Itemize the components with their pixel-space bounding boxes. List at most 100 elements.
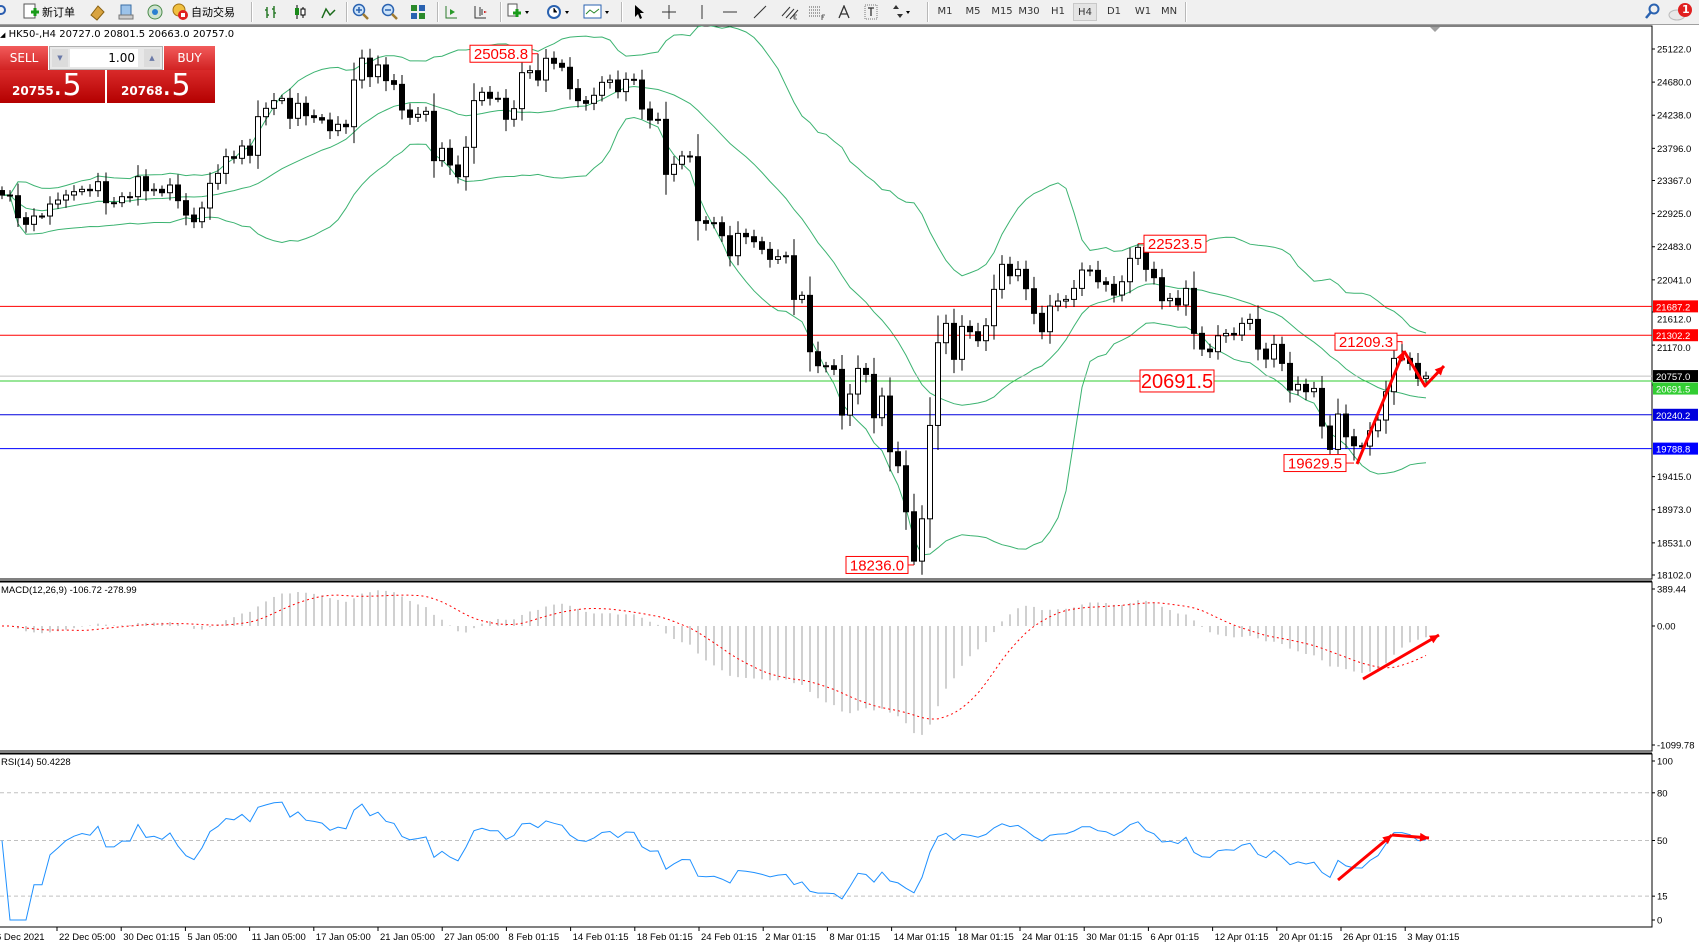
sell-button[interactable]: SELL — [0, 46, 48, 70]
candle-body — [535, 70, 541, 81]
new-order-button[interactable]: 新订单 — [22, 3, 75, 21]
candle-body — [415, 113, 421, 118]
candle — [1047, 294, 1053, 344]
toolbar: 新订单 自动交易 M1 M5 M15 M30 H1 H4 D1 W1 MN 1 — [0, 0, 1699, 25]
indicators-dropdown[interactable] — [506, 3, 530, 21]
candle-body — [663, 118, 669, 175]
cursor-icon[interactable] — [632, 3, 646, 21]
buy-button[interactable]: BUY — [164, 46, 215, 70]
lot-size-input[interactable] — [70, 49, 138, 67]
timeframe-m1[interactable]: M1 — [937, 6, 953, 17]
candlestick-icon[interactable] — [292, 3, 308, 21]
candle-body — [583, 100, 589, 104]
time-axis-label: 18 Feb 01:15 — [637, 932, 693, 943]
candle — [711, 216, 717, 229]
candle-body — [799, 294, 805, 300]
search-icon[interactable] — [0, 3, 8, 21]
autoscroll-icon[interactable] — [443, 3, 459, 21]
price-axis-label: 22925.0 — [1657, 209, 1691, 220]
candle-body — [135, 176, 141, 198]
candle — [519, 60, 525, 121]
candle-body — [511, 108, 517, 120]
time-axis-label: 11 Jan 05:00 — [252, 932, 306, 943]
candle — [695, 134, 701, 241]
candle-body — [727, 235, 733, 257]
price-line-label: 21302.2 — [1656, 331, 1690, 342]
candle — [1351, 428, 1357, 461]
candle — [439, 142, 445, 167]
market-watch-icon[interactable] — [88, 3, 106, 21]
auto-trading-label: 自动交易 — [191, 6, 235, 19]
candle — [295, 92, 301, 126]
timeframe-m15[interactable]: M15 — [991, 6, 1013, 17]
chart-shift-icon[interactable] — [472, 3, 488, 21]
timeframe-h1[interactable]: H1 — [1051, 6, 1065, 17]
candle-body — [871, 373, 877, 419]
rsi-flat-arrow — [1391, 832, 1430, 842]
crosshair-icon[interactable] — [661, 3, 677, 21]
candle — [455, 155, 461, 184]
sell-price-box[interactable]: 20755 .5 — [0, 70, 105, 103]
candle — [663, 101, 669, 195]
zoom-out-icon[interactable] — [381, 3, 399, 21]
candle — [23, 212, 29, 233]
annotation-text: 22523.5 — [1148, 236, 1202, 253]
vertical-line-icon[interactable] — [694, 3, 710, 21]
candle — [543, 48, 549, 93]
candle-body — [983, 325, 989, 342]
candle-body — [1271, 343, 1277, 360]
candle-body — [903, 465, 909, 513]
macd-plot — [2, 590, 1427, 735]
candle-body — [751, 236, 757, 243]
lot-increase-button[interactable]: ▲ — [144, 49, 160, 67]
candle — [391, 73, 397, 91]
fibonacci-icon[interactable] — [808, 3, 826, 21]
candle — [1343, 404, 1349, 450]
rsi-axis-label: 50 — [1657, 836, 1668, 847]
lot-size-stepper: ▼ ▲ — [49, 46, 163, 70]
timeframe-m30[interactable]: M30 — [1018, 6, 1040, 17]
text-tool-icon[interactable] — [838, 3, 850, 21]
price-annotation: 20691.5 — [1130, 369, 1215, 393]
terminal-icon[interactable] — [146, 3, 164, 21]
auto-trading-button[interactable]: 自动交易 — [171, 3, 235, 21]
candle — [1319, 376, 1325, 439]
trendline-icon[interactable] — [752, 3, 768, 21]
horizontal-line-icon[interactable] — [722, 3, 738, 21]
periods-dropdown[interactable] — [545, 3, 571, 21]
timeframe-mn[interactable]: MN — [1160, 6, 1178, 17]
timeframe-w1[interactable]: W1 — [1134, 6, 1152, 17]
equidistant-channel-icon[interactable] — [781, 3, 799, 21]
zoom-in-icon[interactable] — [352, 3, 370, 21]
rsi-axis-label: 100 — [1657, 757, 1673, 768]
candle-body — [319, 117, 325, 121]
candle-body — [1191, 287, 1197, 334]
navigator-icon[interactable] — [117, 3, 135, 21]
macd-label: MACD(12,26,9) -106.72 -278.99 — [1, 585, 137, 596]
notifications-button[interactable]: 1 — [1668, 3, 1694, 21]
buy-price-box[interactable]: 20768 .5 — [107, 70, 215, 103]
bar-chart-icon[interactable] — [263, 3, 279, 21]
tile-windows-icon[interactable] — [410, 3, 426, 21]
candle-body — [1223, 332, 1229, 337]
timeframe-m5[interactable]: M5 — [965, 6, 981, 17]
candle — [1055, 293, 1061, 312]
candle-body — [375, 64, 381, 78]
line-chart-icon[interactable] — [321, 3, 337, 21]
candle — [847, 383, 853, 427]
search-button[interactable] — [1644, 3, 1660, 21]
annotation-box — [1139, 369, 1215, 393]
templates-dropdown[interactable] — [583, 3, 611, 21]
timeframe-d1[interactable]: D1 — [1106, 6, 1122, 17]
candle-body — [1295, 383, 1301, 391]
arrows-dropdown[interactable] — [891, 3, 913, 21]
time-axis-label: 8 Feb 01:15 — [508, 932, 559, 943]
candle — [727, 225, 733, 267]
candle-body — [1351, 436, 1357, 447]
timeframe-h4[interactable]: H4 — [1073, 3, 1097, 21]
candle — [815, 341, 821, 374]
lot-decrease-button[interactable]: ▼ — [52, 49, 68, 67]
candle — [791, 239, 797, 316]
text-label-icon[interactable] — [864, 3, 878, 21]
